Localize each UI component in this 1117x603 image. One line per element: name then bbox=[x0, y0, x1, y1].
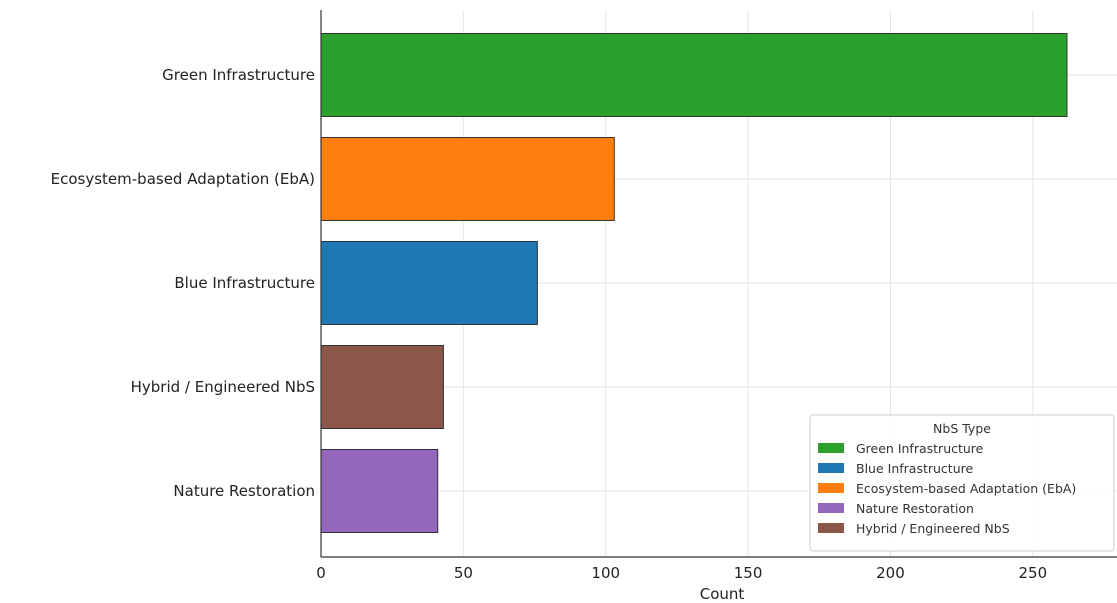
x-tick-labels: 0 50 100 150 200 250 bbox=[316, 564, 1047, 582]
legend-label: Ecosystem-based Adaptation (EbA) bbox=[856, 481, 1076, 496]
x-tick-label: 150 bbox=[734, 564, 763, 582]
bars bbox=[320, 33, 1068, 533]
legend-swatch bbox=[818, 503, 844, 513]
bar bbox=[320, 241, 538, 325]
x-tick-label: 0 bbox=[316, 564, 326, 582]
legend-swatch bbox=[818, 523, 844, 533]
legend-label: Blue Infrastructure bbox=[856, 461, 973, 476]
legend-box bbox=[809, 414, 1115, 552]
x-tick-label: 250 bbox=[1019, 564, 1048, 582]
x-tick-label: 50 bbox=[454, 564, 473, 582]
category-label: Green Infrastructure bbox=[162, 66, 315, 84]
category-label: Nature Restoration bbox=[173, 482, 315, 500]
legend-label: Nature Restoration bbox=[856, 501, 974, 516]
legend-label: Green Infrastructure bbox=[856, 441, 984, 456]
bar bbox=[320, 449, 439, 533]
category-labels: Green Infrastructure Ecosystem-based Adap… bbox=[51, 66, 315, 500]
bar bbox=[320, 345, 444, 429]
x-tick-label: 100 bbox=[591, 564, 620, 582]
bar bbox=[320, 33, 1068, 117]
x-tick-label: 200 bbox=[876, 564, 905, 582]
axes bbox=[320, 10, 1117, 558]
bar bbox=[320, 137, 615, 221]
legend-swatch bbox=[818, 463, 844, 473]
legend-entries: Green Infrastructure Blue Infrastructure E… bbox=[818, 441, 1076, 536]
category-label: Hybrid / Engineered NbS bbox=[131, 378, 315, 396]
legend-swatch bbox=[818, 483, 844, 493]
x-axis-title: Count bbox=[700, 585, 745, 603]
category-label: Ecosystem-based Adaptation (EbA) bbox=[51, 170, 315, 188]
legend: NbS Type Green Infrastructure Blue Infras… bbox=[809, 414, 1115, 552]
category-label: Blue Infrastructure bbox=[174, 274, 315, 292]
legend-title: NbS Type bbox=[933, 421, 991, 436]
legend-swatch bbox=[818, 443, 844, 453]
legend-label: Hybrid / Engineered NbS bbox=[856, 521, 1010, 536]
